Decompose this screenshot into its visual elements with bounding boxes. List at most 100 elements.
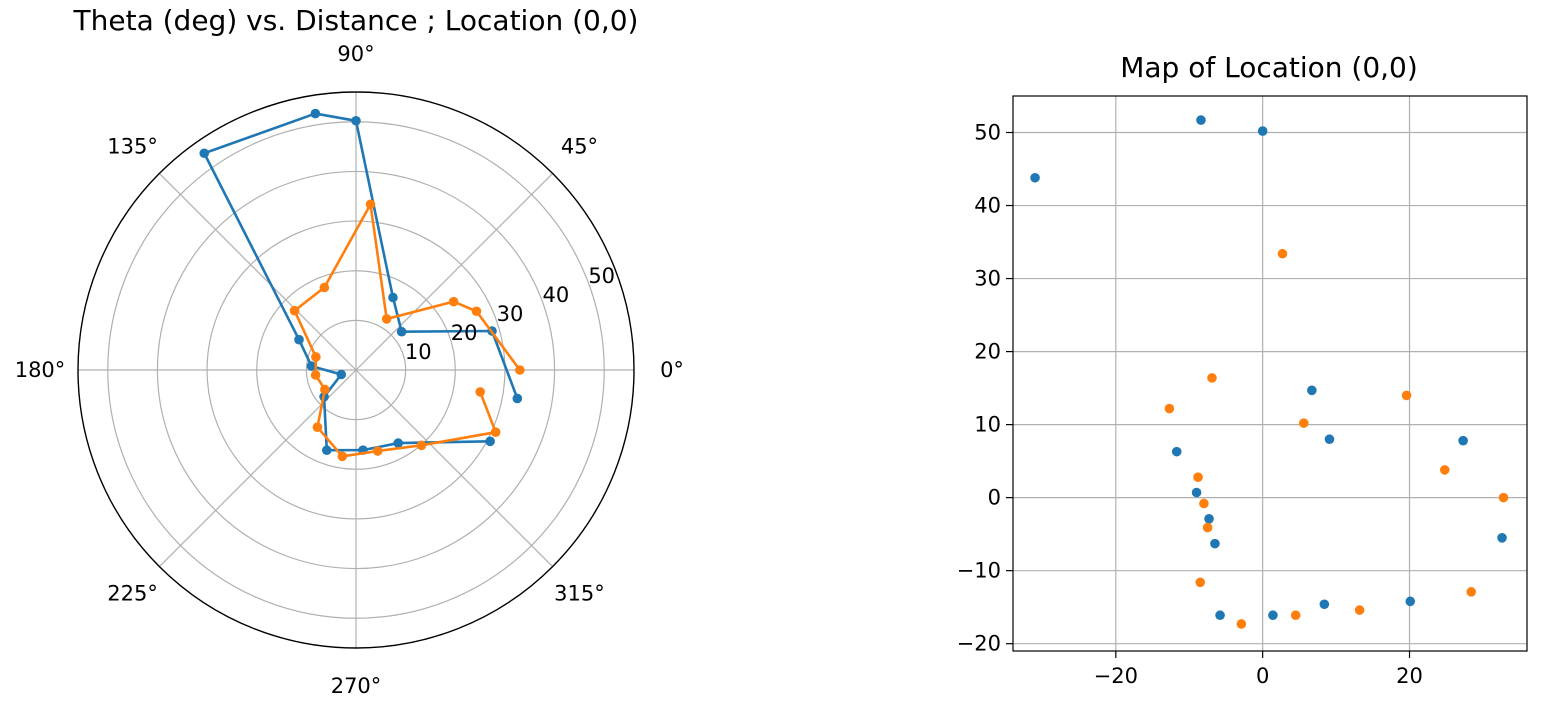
polar-data-point xyxy=(337,451,348,462)
polar-data-point xyxy=(448,296,459,307)
polar-theta-tick-label: 0° xyxy=(660,358,684,382)
scatter-data-point xyxy=(1319,599,1330,610)
polar-data-point xyxy=(321,445,332,456)
polar-data-point xyxy=(515,365,525,375)
scatter-data-point xyxy=(1195,577,1206,588)
scatter-data-point xyxy=(1257,126,1268,136)
polar-data-point xyxy=(351,115,361,126)
polar-data-point xyxy=(199,148,210,159)
scatter-data-point xyxy=(1030,172,1040,183)
polar-theta-tick-label: 45° xyxy=(561,135,598,159)
scatter-x-tick-label: 0 xyxy=(1256,664,1269,688)
scatter-data-point xyxy=(1215,610,1225,621)
scatter-data-point xyxy=(1191,487,1202,498)
scatter-y-tick-label: 50 xyxy=(974,121,1001,145)
polar-theta-tick-label: 270° xyxy=(331,674,382,698)
polar-data-point xyxy=(471,306,482,317)
scatter-data-point xyxy=(1210,538,1220,549)
polar-data-point xyxy=(396,326,407,337)
polar-series-group xyxy=(199,108,525,462)
scatter-data-point xyxy=(1458,435,1468,446)
polar-series-line xyxy=(293,203,521,458)
scatter-x-tick-label: −20 xyxy=(1094,664,1138,688)
scatter-data-point xyxy=(1298,418,1309,428)
scatter-data-point xyxy=(1199,498,1209,509)
scatter-data-point xyxy=(1497,533,1507,543)
scatter-chart: Map of Location (0,0) −20 0 20 −20 −10 0 10 20 3… xyxy=(957,51,1528,688)
polar-data-point xyxy=(310,370,321,380)
scatter-data-point xyxy=(1307,385,1317,396)
scatter-data-point xyxy=(1324,434,1335,445)
polar-spoke xyxy=(159,173,357,371)
polar-ring xyxy=(156,170,556,570)
scatter-data-point xyxy=(1277,248,1288,259)
scatter-data-point xyxy=(1401,390,1412,401)
scatter-data-point xyxy=(1193,472,1203,482)
polar-data-point xyxy=(372,446,383,456)
polar-data-point xyxy=(393,438,403,448)
polar-theta-tick-label: 90° xyxy=(337,42,374,66)
polar-data-point xyxy=(365,199,376,210)
polar-data-point xyxy=(388,292,398,303)
scatter-tick-labels: −20 0 20 −20 −10 0 10 20 30 40 50 xyxy=(957,121,1423,688)
scatter-data-point xyxy=(1204,514,1214,524)
polar-ring xyxy=(305,319,407,421)
polar-theta-tick-label: 315° xyxy=(554,581,605,605)
polar-data-point xyxy=(319,282,330,293)
polar-data-point xyxy=(485,436,495,447)
scatter-y-tick-label: −20 xyxy=(957,632,1001,656)
scatter-y-tick-label: −10 xyxy=(957,559,1001,583)
polar-chart-title: Theta (deg) vs. Distance ; Location (0,0… xyxy=(73,4,639,37)
polar-data-point xyxy=(475,387,485,397)
scatter-chart-title: Map of Location (0,0) xyxy=(1120,51,1418,84)
polar-theta-tick-label: 225° xyxy=(107,581,158,605)
polar-data-point xyxy=(310,108,321,119)
polar-r-tick-label: 10 xyxy=(405,340,432,364)
polar-data-point xyxy=(320,384,330,395)
polar-r-tick-label: 20 xyxy=(451,321,478,345)
scatter-data-point xyxy=(1207,373,1217,383)
scatter-y-tick-label: 10 xyxy=(974,413,1001,437)
scatter-data-point xyxy=(1196,115,1206,125)
scatter-data-point xyxy=(1236,619,1247,629)
polar-data-point xyxy=(294,334,304,345)
scatter-x-tick-label: 20 xyxy=(1396,664,1423,688)
scatter-points-group xyxy=(1030,115,1509,629)
polar-theta-tick-label: 180° xyxy=(15,358,66,382)
scatter-data-point xyxy=(1290,610,1301,621)
polar-ring xyxy=(206,220,506,520)
scatter-y-tick-label: 40 xyxy=(974,194,1001,218)
scatter-plot-frame xyxy=(1012,95,1528,652)
polar-r-tick-label: 40 xyxy=(542,283,569,307)
scatter-y-tick-label: 30 xyxy=(974,267,1001,291)
scatter-data-point xyxy=(1354,605,1365,615)
polar-data-point xyxy=(306,361,317,371)
scatter-data-point xyxy=(1171,446,1182,457)
polar-data-point xyxy=(416,440,427,451)
polar-data-point xyxy=(490,427,501,437)
polar-tick-labels: 0° 45° 90° 135° 180° 225° 270° 315° 10 20 30 40 50 xyxy=(15,42,684,698)
scatter-grid xyxy=(1013,96,1527,651)
polar-data-point xyxy=(381,314,392,324)
polar-spoke xyxy=(355,173,553,371)
scatter-data-point xyxy=(1405,596,1416,607)
polar-ring xyxy=(256,270,456,470)
polar-r-tick-label: 30 xyxy=(497,302,524,326)
polar-data-point xyxy=(311,352,321,362)
polar-series-line xyxy=(202,112,519,452)
scatter-data-point xyxy=(1268,610,1278,621)
scatter-y-tick-label: 0 xyxy=(988,486,1001,510)
polar-r-tick-label: 50 xyxy=(588,264,615,288)
polar-theta-tick-label: 135° xyxy=(107,135,158,159)
scatter-data-point xyxy=(1439,465,1450,475)
polar-chart: Theta (deg) vs. Distance ; Location (0,0… xyxy=(15,4,684,698)
polar-data-point xyxy=(312,422,323,433)
polar-spoke xyxy=(355,369,553,567)
polar-data-point xyxy=(336,369,347,380)
scatter-data-point xyxy=(1202,522,1213,533)
polar-data-point xyxy=(289,305,300,316)
scatter-y-tick-label: 20 xyxy=(974,340,1001,364)
polar-grid xyxy=(77,91,635,649)
scatter-data-point xyxy=(1164,403,1175,414)
